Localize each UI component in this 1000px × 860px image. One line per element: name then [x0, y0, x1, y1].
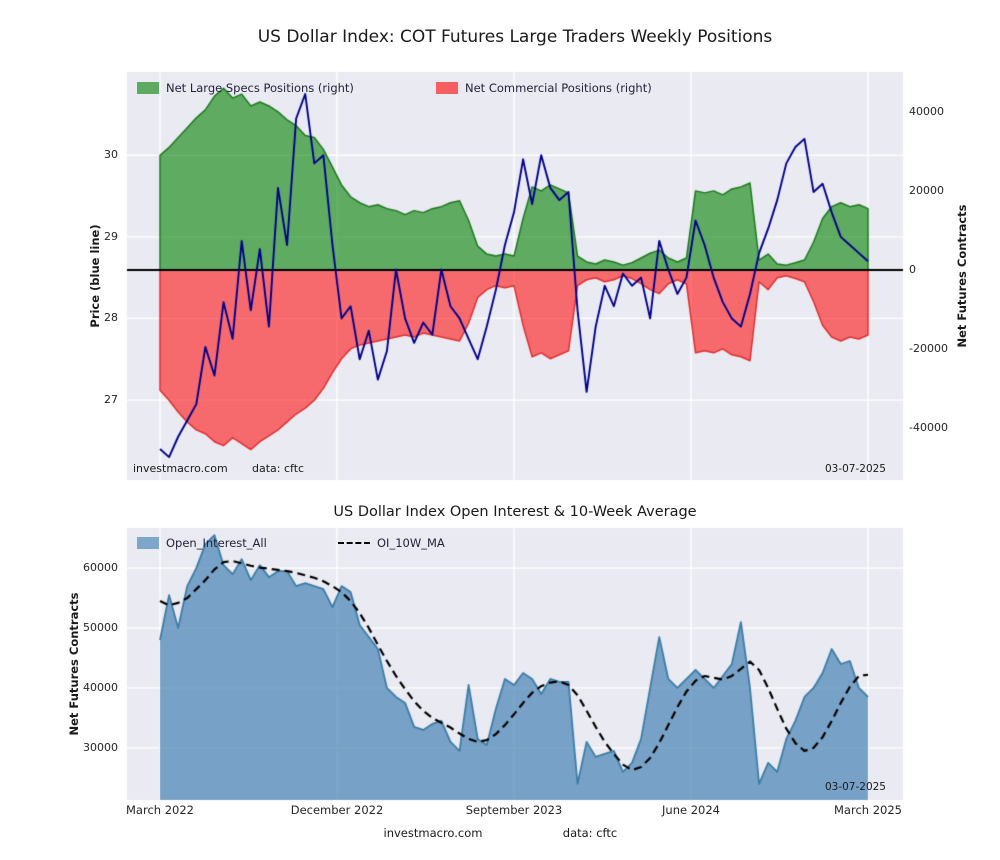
- x-tick-label: June 2024: [662, 803, 720, 817]
- bottom-left-axis-label: Net Futures Contracts: [67, 592, 81, 736]
- bottom-contracts-tick-label: 60000: [83, 561, 118, 575]
- open-interest-legend-label: Open_Interest_All: [166, 536, 267, 550]
- x-tick-label: March 2022: [126, 803, 194, 817]
- commercials-legend-label: Net Commercial Positions (right): [465, 81, 652, 95]
- top-contracts-tick-label: -40000: [909, 420, 948, 434]
- top-source-annotation: data: cftc: [252, 462, 305, 475]
- top-price-tick-label: 28: [104, 311, 118, 325]
- open-interest-swatch-icon: [137, 537, 159, 549]
- top-site-annotation: investmacro.com: [133, 462, 228, 475]
- top-price-tick-label: 27: [104, 393, 118, 407]
- ma-legend-label: OI_10W_MA: [377, 536, 445, 550]
- legend-entry-ma: OI_10W_MA: [338, 536, 445, 550]
- top-chart-title: US Dollar Index: COT Futures Large Trade…: [257, 27, 773, 47]
- top-price-tick-label: 29: [104, 229, 118, 243]
- top-date-annotation: 03-07-2025: [824, 463, 886, 475]
- bottom-contracts-tick-label: 30000: [83, 740, 118, 754]
- bottom-chart-title: US Dollar Index Open Interest & 10-Week …: [333, 504, 697, 520]
- dashed-line-sample-icon: [338, 542, 370, 544]
- x-tick-label: December 2022: [290, 803, 384, 817]
- footer-site-text: investmacro.com: [383, 826, 483, 840]
- top-right-axis-label: Net Futures Contracts: [955, 204, 969, 348]
- x-tick-label: March 2025: [834, 803, 902, 817]
- bottom-contracts-tick-label: 40000: [83, 680, 118, 694]
- footer-source-text: data: cftc: [562, 826, 618, 840]
- top-contracts-tick-label: 40000: [909, 104, 944, 118]
- legend-entry-commercials: Net Commercial Positions (right): [436, 81, 652, 95]
- top-price-tick-label: 30: [104, 148, 118, 162]
- legend-entry-open-interest: Open_Interest_All: [137, 536, 267, 550]
- bottom-date-annotation: 03-07-2025: [824, 781, 886, 793]
- legend-entry-large-specs: Net Large Specs Positions (right): [137, 81, 354, 95]
- top-contracts-tick-label: 0: [909, 262, 916, 276]
- large-specs-legend-label: Net Large Specs Positions (right): [166, 81, 354, 95]
- bottom-contracts-tick-label: 50000: [83, 621, 118, 635]
- x-tick-label: September 2023: [465, 803, 563, 817]
- top-contracts-tick-label: -20000: [909, 341, 948, 355]
- large-specs-swatch-icon: [137, 82, 159, 94]
- top-contracts-tick-label: 20000: [909, 183, 944, 197]
- commercials-swatch-icon: [436, 82, 458, 94]
